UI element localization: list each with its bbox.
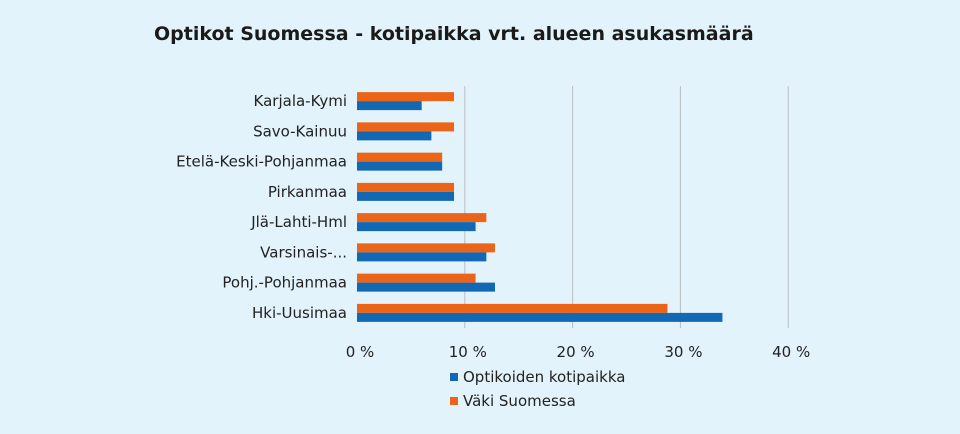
legend-swatch <box>450 373 458 381</box>
legend-label: Optikoiden kotipaikka <box>463 368 625 386</box>
bars <box>357 92 723 322</box>
category-label: Savo-Kainuu <box>253 122 347 140</box>
category-label: Etelä-Keski-Pohjanmaa <box>176 153 347 171</box>
category-label: Jlä-Lahti-Hml <box>250 213 347 231</box>
x-tick-label: 10 % <box>449 343 487 361</box>
gridlines <box>464 86 789 328</box>
bar-optikoiden-kotipaikka <box>357 252 487 262</box>
category-label: Pohj.-Pohjanmaa <box>222 274 347 292</box>
bar-vaki-suomessa <box>357 122 455 132</box>
bar-optikoiden-kotipaikka <box>357 191 455 201</box>
category-label: Karjala-Kymi <box>254 92 347 110</box>
bar-optikoiden-kotipaikka <box>357 312 723 322</box>
bar-vaki-suomessa <box>357 303 668 313</box>
x-tick-label: 30 % <box>664 343 702 361</box>
category-label: Pirkanmaa <box>268 183 347 201</box>
category-label: Hki-Uusimaa <box>252 304 347 322</box>
bar-optikoiden-kotipaikka <box>357 161 443 171</box>
category-label: Varsinais-... <box>260 243 347 261</box>
bar-vaki-suomessa <box>357 213 487 223</box>
legend-swatch <box>450 397 458 405</box>
bar-vaki-suomessa <box>357 273 476 283</box>
bar-vaki-suomessa <box>357 182 455 192</box>
bar-optikoiden-kotipaikka <box>357 131 432 141</box>
bar-optikoiden-kotipaikka <box>357 282 495 292</box>
bar-vaki-suomessa <box>357 152 443 162</box>
legend-label: Väki Suomessa <box>463 392 576 410</box>
category-labels: Karjala-Kymi Savo-Kainuu Etelä-Keski-Pohja… <box>176 92 347 322</box>
chart-title: Optikot Suomessa - kotipaikka vrt. aluee… <box>154 23 754 45</box>
x-tick-label: 40 % <box>772 343 810 361</box>
legend: Optikoiden kotipaikka Väki Suomessa <box>450 368 625 410</box>
bar-vaki-suomessa <box>357 92 455 102</box>
x-tick-label: 20 % <box>557 343 595 361</box>
x-tick-labels: 0 % 10 % 20 % 30 % 40 % <box>346 343 811 361</box>
bar-optikoiden-kotipaikka <box>357 101 422 111</box>
x-tick-label: 0 % <box>346 343 375 361</box>
bar-optikoiden-kotipaikka <box>357 222 476 232</box>
bar-vaki-suomessa <box>357 243 495 253</box>
